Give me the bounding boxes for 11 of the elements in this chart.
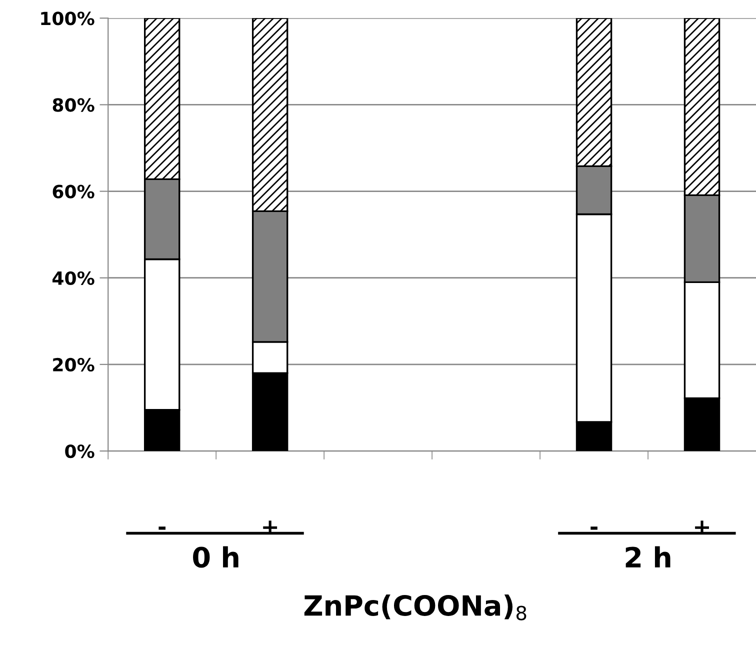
y-tick-label: 40% [52,271,94,285]
y-tick-label: 80% [52,98,94,112]
y-tick-label: 20% [53,358,94,372]
y-tick-label: 60% [52,184,94,198]
x-tick-label: - [590,526,598,530]
y-tick-label: 0% [65,444,94,458]
y-tick-label: 100% [41,12,94,26]
x-axis-title: ZnPc(COONa)$_{8}$ [304,594,526,620]
x-tick-label: - [158,526,166,530]
text: 2 h [626,546,670,568]
text: 0 h [193,546,238,568]
